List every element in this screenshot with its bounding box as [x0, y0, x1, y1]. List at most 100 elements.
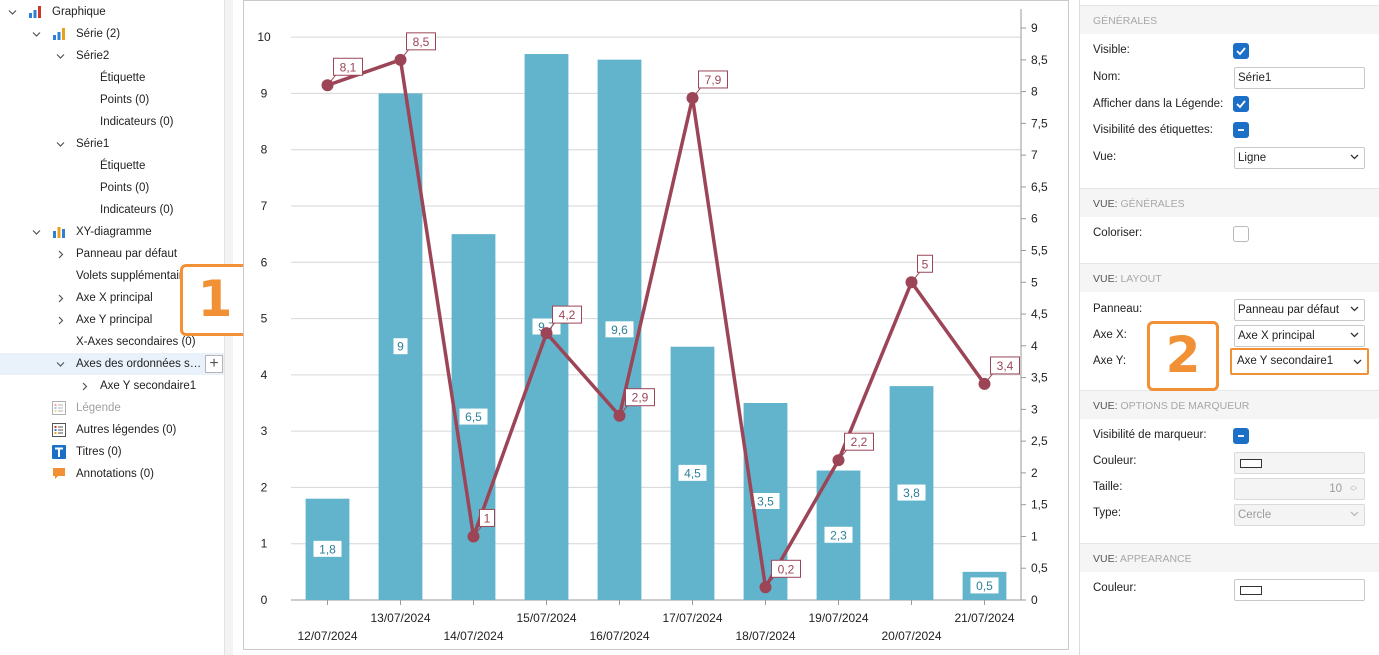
- line-data-label-box: [990, 356, 1020, 375]
- chevron-down-icon[interactable]: [54, 133, 66, 155]
- tree-item[interactable]: X-Axes secondaires (0): [0, 331, 224, 353]
- tree-item-label: XY-diagramme: [76, 226, 152, 238]
- line-data-label: 1: [484, 511, 491, 525]
- appearance-color-label: Couleur:: [1093, 582, 1137, 594]
- axis-x-label: Axe X:: [1093, 329, 1127, 341]
- tree-item-label: Série2: [76, 50, 110, 62]
- pane-label: Panneau:: [1093, 303, 1143, 315]
- tree-item[interactable]: Étiquette: [0, 155, 224, 177]
- color-swatch: [1240, 459, 1262, 468]
- marker-color-picker[interactable]: [1234, 452, 1365, 474]
- labels-visibility-checkbox[interactable]: [1233, 122, 1249, 138]
- tree-item[interactable]: Légende: [0, 397, 224, 419]
- y-right-tick-label: 0: [1031, 593, 1038, 607]
- spin-arrows-icon: ︿ ﹀: [1350, 482, 1357, 496]
- x-tick-label: 19/07/2024: [808, 611, 868, 625]
- size-spinner[interactable]: 10 ︿ ﹀: [1234, 478, 1365, 500]
- tree-item-label: Indicateurs (0): [100, 204, 174, 216]
- section-view-general-header: VUE: GÉNÉRALES: [1080, 188, 1379, 217]
- line-label-leader: [911, 271, 920, 283]
- line-series: [326, 58, 986, 590]
- appearance-color-picker[interactable]: [1234, 579, 1365, 601]
- tree-item[interactable]: Titres (0): [0, 441, 224, 463]
- tree-item-label: Points (0): [100, 182, 150, 194]
- line-data-label-box: [479, 508, 495, 527]
- tree-item[interactable]: Série (2): [0, 23, 224, 45]
- tree-item[interactable]: Indicateurs (0): [0, 111, 224, 133]
- name-field[interactable]: Série1: [1234, 67, 1365, 89]
- tree-item[interactable]: Axe Y principal: [0, 309, 224, 331]
- chevron-right-icon[interactable]: [54, 287, 66, 309]
- show-legend-checkbox[interactable]: [1233, 96, 1249, 112]
- axis-y-select-value: Axe Y secondaire1: [1237, 355, 1334, 367]
- tree-item[interactable]: Points (0): [0, 177, 224, 199]
- y-right-tick-label: 1: [1031, 529, 1038, 543]
- section-prefix: VUE:: [1093, 198, 1118, 210]
- chevron-down-icon[interactable]: [6, 1, 18, 23]
- size-value: 10: [1329, 483, 1342, 495]
- chevron-down-icon[interactable]: [54, 45, 66, 67]
- y-right-tick-label: 3: [1031, 402, 1038, 416]
- tree-item[interactable]: Étiquette: [0, 67, 224, 89]
- tree-item[interactable]: Autres légendes (0): [0, 419, 224, 441]
- bar-data-label: 9,6: [611, 323, 628, 337]
- properties-panel: GÉNÉRALES Visible: Nom: Afficher dans la…: [1079, 0, 1379, 655]
- tree-item[interactable]: Panneau par défaut: [0, 243, 224, 265]
- view-select[interactable]: Ligne: [1234, 147, 1365, 169]
- y-right-tick-label: 2,5: [1031, 434, 1048, 448]
- y-left-tick-label: 6: [261, 255, 268, 269]
- diagram-icon: [52, 225, 66, 239]
- visible-checkbox[interactable]: [1233, 43, 1249, 59]
- section-title: LAYOUT: [1120, 273, 1162, 285]
- pane-select[interactable]: Panneau par défaut: [1234, 299, 1365, 321]
- tree-item[interactable]: Série1: [0, 133, 224, 155]
- tree-item[interactable]: Axe Y secondaire1: [0, 375, 224, 397]
- chevron-down-icon: [1353, 359, 1362, 365]
- marker-visibility-checkbox[interactable]: [1233, 428, 1249, 444]
- tree-item[interactable]: Points (0): [0, 89, 224, 111]
- tree-item[interactable]: Axes des ordonnées secondaires+: [0, 353, 224, 375]
- tree-item[interactable]: Indicateurs (0): [0, 199, 224, 221]
- colorize-checkbox[interactable]: [1233, 226, 1249, 242]
- line-label-leader: [838, 449, 847, 461]
- marker-color-label: Couleur:: [1093, 455, 1137, 467]
- name-label: Nom:: [1093, 71, 1121, 83]
- y-left-tick-label: 7: [261, 199, 268, 213]
- chevron-down-icon: [1350, 306, 1359, 312]
- legend-icon: [52, 401, 66, 415]
- y-right-tick-label: 2: [1031, 466, 1038, 480]
- line-label-leader: [619, 405, 628, 417]
- bar-data-label: 9: [397, 340, 404, 354]
- chevron-down-icon[interactable]: [54, 353, 66, 375]
- add-axis-button[interactable]: +: [205, 355, 223, 373]
- chevron-right-icon[interactable]: [54, 309, 66, 331]
- x-tick-label: 13/07/2024: [370, 611, 430, 625]
- y-left-tick-label: 8: [261, 143, 268, 157]
- chart-icon: [28, 5, 42, 19]
- tree-item[interactable]: XY-diagramme: [0, 221, 224, 243]
- y-left-tick-label: 4: [261, 368, 268, 382]
- bar-data-label: 3,8: [903, 486, 920, 500]
- chevron-right-icon[interactable]: [54, 243, 66, 265]
- y-right-tick-label: 7: [1031, 148, 1038, 162]
- tree-item[interactable]: Axe X principal: [0, 287, 224, 309]
- chevron-down-icon[interactable]: [30, 221, 42, 243]
- tree-item-label: Titres (0): [76, 446, 122, 458]
- y-left-tick-label: 2: [261, 480, 268, 494]
- bar-data-label: 3,5: [757, 495, 774, 509]
- chevron-right-icon[interactable]: [78, 375, 90, 397]
- tree-item[interactable]: Volets supplémentaires (0): [0, 265, 224, 287]
- tree-item[interactable]: Série2: [0, 45, 224, 67]
- y-right-tick-label: 9: [1031, 21, 1038, 35]
- tree-item[interactable]: Annotations (0): [0, 463, 224, 485]
- tree-item-label: Étiquette: [100, 72, 146, 84]
- line-data-label-box: [625, 388, 655, 407]
- axis-y-select[interactable]: Axe Y secondaire1: [1230, 348, 1369, 375]
- section-appearance-header: VUE: APPEARANCE: [1080, 543, 1379, 572]
- tree-item[interactable]: Graphique: [0, 1, 224, 23]
- x-tick-label: 18/07/2024: [735, 629, 795, 643]
- line-data-label-box: [771, 559, 801, 578]
- axis-x-select[interactable]: Axe X principal: [1234, 325, 1365, 347]
- chevron-down-icon[interactable]: [30, 23, 42, 45]
- type-select[interactable]: Cercle: [1234, 504, 1365, 526]
